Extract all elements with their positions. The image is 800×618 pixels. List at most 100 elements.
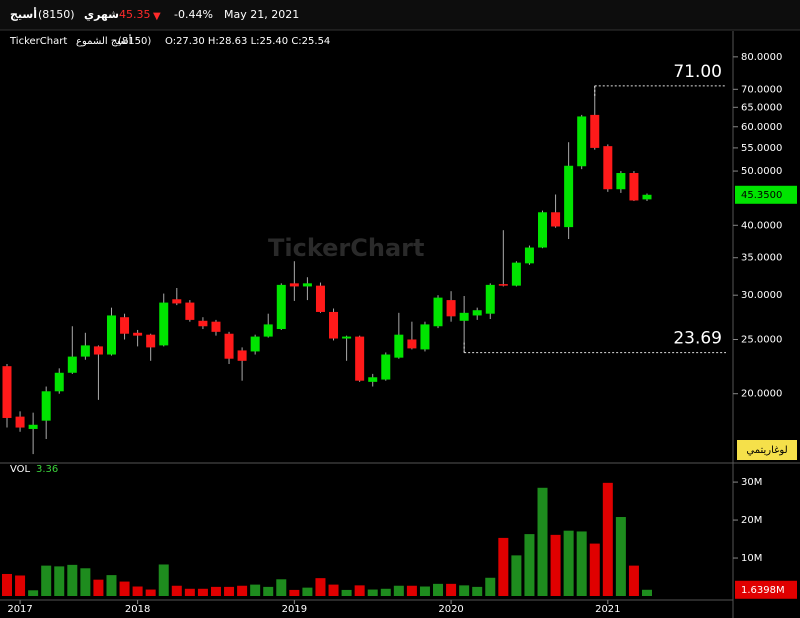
volume-bar: [537, 487, 548, 596]
candle-body: [146, 334, 156, 348]
candle-body: [172, 299, 182, 304]
volume-bar: [289, 589, 300, 596]
log-scale-button-label[interactable]: لوغاريتمي: [746, 445, 787, 456]
volume-bar: [224, 586, 235, 596]
candle-body: [472, 310, 482, 316]
candle-body: [263, 324, 273, 337]
candle-body: [289, 283, 299, 287]
candle-body: [342, 336, 352, 339]
volume-bar: [433, 583, 444, 596]
candle-body: [355, 336, 365, 381]
candle-body: [315, 285, 325, 312]
candle-body: [41, 391, 51, 421]
volume-bar: [459, 585, 470, 596]
candle-body: [629, 173, 639, 201]
volume-bar: [197, 588, 208, 596]
volume-bar: [28, 590, 39, 596]
volume-bar: [2, 573, 12, 596]
volume-bar: [524, 534, 535, 596]
volume-title: VOL: [10, 464, 31, 475]
volume-bar: [184, 588, 195, 596]
candle-body: [433, 297, 443, 327]
volume-bar: [628, 565, 639, 596]
candle-body: [28, 424, 38, 429]
log-scale-button[interactable]: [737, 440, 797, 460]
x-tick-label: 2019: [282, 604, 307, 615]
volume-bar: [263, 586, 274, 596]
volume-bar: [158, 564, 169, 596]
volume-bar: [511, 555, 522, 596]
y-tick-label: 50.0000: [741, 166, 782, 177]
volume-bar: [302, 587, 313, 596]
volume-bar: [315, 578, 326, 596]
last-volume-box: [735, 580, 797, 599]
volume-bar: [15, 575, 26, 596]
volume-bar: [406, 585, 417, 596]
legend-brand: TickerChart: [9, 36, 67, 47]
y-tick-label: 70.0000: [741, 84, 782, 95]
volume-bar: [602, 482, 613, 596]
candle-body: [368, 377, 378, 382]
candle-body: [302, 283, 312, 287]
x-tick-label: 2017: [7, 604, 32, 615]
candle-body: [276, 284, 286, 330]
candle-body: [15, 416, 25, 428]
watermark: TickerChart: [268, 234, 424, 262]
last-price: 45.35: [119, 8, 151, 21]
annotation-label: 23.69: [673, 329, 722, 349]
candle-body: [211, 321, 221, 332]
candle-body: [329, 311, 339, 339]
volume-bar: [328, 584, 339, 596]
candle-body: [603, 146, 613, 190]
stock-name: أسيج: [10, 7, 37, 21]
candle-body: [616, 173, 626, 190]
y-tick-label: 65.0000: [741, 102, 782, 113]
candle-body: [93, 346, 103, 355]
y-tick-label: 20M: [741, 515, 762, 526]
period: شهري: [84, 8, 119, 21]
candle-body: [407, 339, 417, 349]
candle-body: [642, 194, 652, 200]
volume-bar: [41, 565, 52, 596]
volume-bar: [250, 584, 261, 596]
candle-body: [54, 372, 64, 392]
x-tick-label: 2018: [125, 604, 150, 615]
last-price-label: 45.3500: [741, 190, 782, 201]
change-arrow: ▼: [153, 11, 161, 22]
volume-bar: [276, 579, 287, 596]
candle-body: [485, 284, 495, 314]
last-volume-label: 1.6398M: [741, 585, 785, 596]
volume-bar: [446, 583, 457, 596]
candle-body: [198, 320, 208, 327]
volume-bar: [67, 564, 78, 596]
stock-code: (8150): [38, 8, 75, 21]
candle-body: [381, 354, 391, 380]
volume-bar: [237, 585, 248, 596]
y-tick-label: 55.0000: [741, 143, 782, 154]
candle-body: [250, 336, 260, 352]
volume-bar: [498, 537, 509, 596]
candle-body: [159, 302, 169, 346]
legend-ohlc: O:27.30 H:28.63 L:25.40 C:25.54: [165, 36, 330, 47]
legend-label: أسيج الشموع: [76, 34, 132, 47]
candle-body: [67, 356, 77, 373]
volume-bar: [210, 586, 221, 596]
candle-body: [120, 317, 130, 334]
last-price-box: [735, 185, 797, 204]
legend-code: (8150): [118, 36, 151, 47]
candle-body: [237, 350, 247, 361]
annotation-label: 71.00: [673, 62, 722, 82]
y-tick-label: 80.0000: [741, 52, 782, 63]
y-tick-label: 20.0000: [741, 389, 782, 400]
candle-body: [185, 302, 195, 320]
volume-bar: [550, 534, 561, 596]
candle-body: [420, 324, 430, 350]
volume-bar: [341, 589, 352, 596]
candle-body: [511, 262, 521, 286]
candle-body: [133, 332, 143, 336]
volume-bar: [563, 530, 574, 596]
date: May 21, 2021: [224, 8, 299, 21]
x-tick-label: 2021: [595, 604, 620, 615]
